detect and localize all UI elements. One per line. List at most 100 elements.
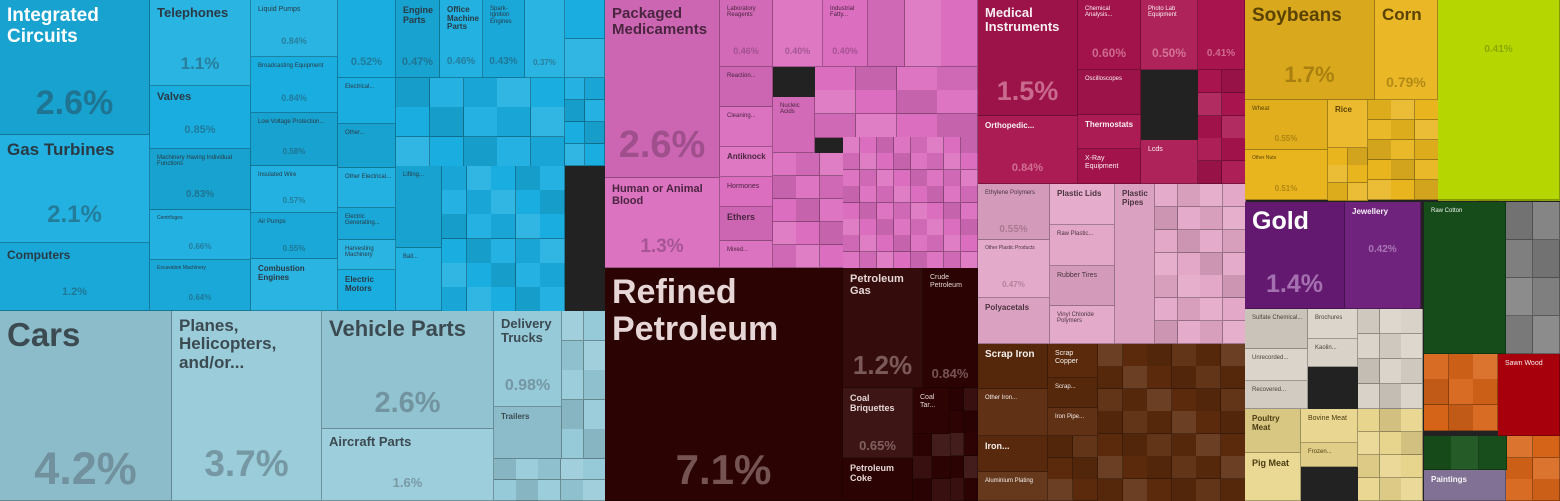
treemap-tile-refined-petroleum[interactable]: Refined Petroleum 7.1% <box>605 268 843 501</box>
treemap-tile-sector-instruments-4[interactable]: 0.41% <box>1198 0 1245 70</box>
treemap-tile-engine-parts[interactable]: Engine Parts 0.47% <box>396 0 440 78</box>
treemap-tile-vinyl-chloride-polymers[interactable]: Vinyl Chloride Polymers <box>1050 306 1115 344</box>
treemap-tile-chemical-analysis[interactable]: Chemical Analysis... 0.60% <box>1078 0 1141 70</box>
treemap-tile-sector-machines-14[interactable]: 0.52% <box>338 0 396 78</box>
treemap-minor-tile <box>466 238 492 264</box>
treemap-tile-insulated-wire[interactable]: Insulated Wire 0.57% <box>251 166 338 213</box>
treemap-tile-other-plastic-products[interactable]: Other Plastic Products 0.47% <box>978 240 1050 298</box>
treemap-tile-sector-chemical-products-3[interactable]: 0.40% <box>773 0 823 67</box>
treemap-tile-laboratory-reagents[interactable]: Laboratory Reagents 0.46% <box>720 0 773 67</box>
treemap-tile-coal-tar[interactable]: Coal Tar... <box>913 388 950 434</box>
treemap-tile-plastic-lids[interactable]: Plastic Lids <box>1050 184 1115 225</box>
treemap-tile-ethers[interactable]: Ethers <box>720 207 773 241</box>
treemap-tile-rice[interactable]: Rice <box>1328 100 1368 148</box>
treemap-tile-air-pumps[interactable]: Air Pumps 0.55% <box>251 213 338 259</box>
treemap-tile-raw-plastic[interactable]: Raw Plastic... <box>1050 225 1115 266</box>
treemap-tile-photo-lab-equipment[interactable]: Photo Lab Equipment 0.50% <box>1141 0 1198 70</box>
treemap-tile-corn[interactable]: Corn 0.79% <box>1375 0 1438 100</box>
treemap-tile-liquid-pumps[interactable]: Liquid Pumps 0.84% <box>251 0 338 57</box>
treemap-tile-gas-turbines[interactable]: Gas Turbines 2.1% <box>0 135 150 243</box>
treemap-tile-pig-meat[interactable]: Pig Meat <box>1245 453 1301 501</box>
treemap-tile-electrical[interactable]: Electrical... <box>338 78 396 124</box>
treemap-tile-broadcasting-equipment[interactable]: Broadcasting Equipment 0.84% <box>251 57 338 113</box>
treemap-tile-aircraft-parts[interactable]: Aircraft Parts 1.6% <box>322 429 494 501</box>
treemap-tile-scrap-iron[interactable]: Scrap Iron <box>978 344 1048 389</box>
treemap-tile-combustion-engines[interactable]: Combustion Engines <box>251 259 338 311</box>
treemap-tile-excavation-machinery[interactable]: Excavation Machinery 0.64% <box>150 260 251 311</box>
treemap-tile-soybeans[interactable]: Soybeans 1.7% <box>1245 0 1375 100</box>
treemap-tile-hormones[interactable]: Hormones <box>720 177 773 207</box>
treemap-tile-delivery-trucks[interactable]: Delivery Trucks 0.98% <box>494 311 562 407</box>
treemap-tile-coal-briquettes[interactable]: Coal Briquettes 0.65% <box>843 388 913 458</box>
treemap-tile-oscilloscopes[interactable]: Oscilloscopes <box>1078 70 1141 115</box>
treemap-tile-electric-motors[interactable]: Electric Motors <box>338 270 396 311</box>
treemap-tile-gold[interactable]: Gold 1.4% <box>1245 202 1345 309</box>
treemap-tile-reaction[interactable]: Reaction... <box>720 67 773 107</box>
treemap-tile-wheat[interactable]: Wheat 0.55% <box>1245 100 1328 150</box>
treemap-tile-iron[interactable]: Iron... <box>978 436 1048 472</box>
treemap-tile-planes-helicopters-and-or[interactable]: Planes, Helicopters, and/or... 3.7% <box>172 311 322 501</box>
treemap-minor-tile <box>515 262 541 288</box>
treemap-tile-petroleum-coke[interactable]: Petroleum Coke <box>843 458 913 501</box>
treemap-tile-vehicle-parts[interactable]: Vehicle Parts 2.6% <box>322 311 494 429</box>
treemap-tile-paintings[interactable]: Paintings <box>1424 470 1506 501</box>
treemap-minor-tile <box>1424 404 1449 431</box>
treemap-tile-other-iron[interactable]: Other Iron... <box>978 389 1048 436</box>
treemap-tile-valves[interactable]: Valves 0.85% <box>150 86 251 149</box>
treemap-tile-crude-petroleum[interactable]: Crude Petroleum 0.84% <box>923 268 978 388</box>
treemap-tile-harvesting-machinery[interactable]: Harvesting Machinery <box>338 240 396 270</box>
treemap-tile-integrated-circuits[interactable]: Integrated Circuits 2.6% <box>0 0 150 135</box>
treemap-tile-machinery-having-individual-functions[interactable]: Machinery Having Individual Functions 0.8… <box>150 149 251 210</box>
treemap-tile-human-or-animal-blood[interactable]: Human or Animal Blood 1.3% <box>605 178 720 268</box>
treemap-tile-office-machine-parts[interactable]: Office Machine Parts 0.46% <box>440 0 483 78</box>
treemap-tile-jewellery[interactable]: Jewellery 0.42% <box>1345 202 1421 309</box>
treemap-tile-raw-cotton[interactable]: Raw Cotton <box>1424 202 1506 354</box>
treemap-tile-poultry-meat[interactable]: Poultry Meat <box>1245 409 1301 453</box>
treemap-tile-telephones[interactable]: Telephones 1.1% <box>150 0 251 86</box>
treemap-tile-ethylene-polymers[interactable]: Ethylene Polymers 0.55% <box>978 184 1050 240</box>
treemap-tile-low-voltage-protection[interactable]: Low Voltage Protection... 0.58% <box>251 113 338 166</box>
treemap-tile-other[interactable]: Other... <box>338 124 396 168</box>
treemap-tile-polyacetals[interactable]: Polyacetals <box>978 298 1050 344</box>
treemap-tile-sector-machines-18[interactable]: 0.37% <box>525 0 565 78</box>
treemap-tile-sulfate-chemical[interactable]: Sulfate Chemical... <box>1245 309 1308 349</box>
treemap-tile-sawn-wood[interactable]: Sawn Wood <box>1498 354 1560 436</box>
treemap-tile-rubber-tires[interactable]: Rubber Tires <box>1050 266 1115 306</box>
tile-label: Trailers <box>501 412 530 421</box>
treemap-tile-lcds[interactable]: Lcds <box>1141 140 1198 184</box>
treemap-tile-lifting[interactable]: Lifting... <box>396 166 442 248</box>
treemap-tile-x-ray-equipment[interactable]: X-Ray Equipment <box>1078 149 1141 184</box>
treemap-minor-tile <box>497 136 532 167</box>
treemap-tile-bovine-meat[interactable]: Bovine Meat <box>1301 409 1358 443</box>
treemap-tile-petroleum-gas[interactable]: Petroleum Gas 1.2% <box>843 268 923 388</box>
treemap-tile-other-nuts[interactable]: Other Nuts 0.51% <box>1245 150 1328 200</box>
treemap-tile-scrap[interactable]: Scrap... <box>1048 378 1098 408</box>
treemap-tile-spark-ignition-engines[interactable]: Spark-Ignition Engines 0.43% <box>483 0 525 78</box>
treemap-tile-plastic-pipes[interactable]: Plastic Pipes <box>1115 184 1155 344</box>
treemap-tile-antiknock[interactable]: Antiknock <box>720 147 773 177</box>
treemap-tile-scrap-copper[interactable]: Scrap Copper <box>1048 344 1098 378</box>
treemap-tile-sector-other-0[interactable]: 0.41% <box>1438 0 1560 200</box>
treemap-tile-thermostats[interactable]: Thermostats <box>1078 115 1141 149</box>
treemap-tile-trailers[interactable]: Trailers <box>494 407 562 459</box>
treemap-tile-cars[interactable]: Cars 4.2% <box>0 311 172 501</box>
treemap-tile-aluminium-plating[interactable]: Aluminium Plating <box>978 472 1048 501</box>
treemap-tile-unrecorded[interactable]: Unrecorded... <box>1245 349 1308 381</box>
treemap-tile-ball[interactable]: Ball... <box>396 248 442 311</box>
treemap-tile-packaged-medicaments[interactable]: Packaged Medicaments 2.6% <box>605 0 720 178</box>
treemap-tile-nucleic-acids[interactable]: Nucleic Acids <box>773 97 815 153</box>
treemap-tile-orthopedic[interactable]: Orthopedic... 0.84% <box>978 116 1078 184</box>
treemap-tile-iron-pipe[interactable]: Iron Pipe... <box>1048 408 1098 436</box>
treemap-tile-industrial-fatty[interactable]: Industrial Fatty... 0.40% <box>823 0 868 67</box>
treemap-tile-recovered[interactable]: Recovered... <box>1245 381 1308 409</box>
treemap-tile-frozen[interactable]: Frozen... <box>1301 443 1358 467</box>
treemap-tile-mixed[interactable]: Mixed... <box>720 241 773 268</box>
treemap-tile-cleaning[interactable]: Cleaning... <box>720 107 773 147</box>
treemap-tile-kaolin[interactable]: Kaolin... <box>1308 339 1358 367</box>
treemap-tile-computers[interactable]: Computers 1.2% <box>0 243 150 311</box>
treemap-tile-medical-instruments[interactable]: Medical Instruments 1.5% <box>978 0 1078 116</box>
treemap-tile-centrifuges[interactable]: Centrifuges 0.66% <box>150 210 251 260</box>
treemap-tile-electric-generating[interactable]: Electric Generating... <box>338 208 396 240</box>
treemap-tile-brochures[interactable]: Brochures <box>1308 309 1358 339</box>
treemap-tile-other-electrical[interactable]: Other Electrical... <box>338 168 396 208</box>
